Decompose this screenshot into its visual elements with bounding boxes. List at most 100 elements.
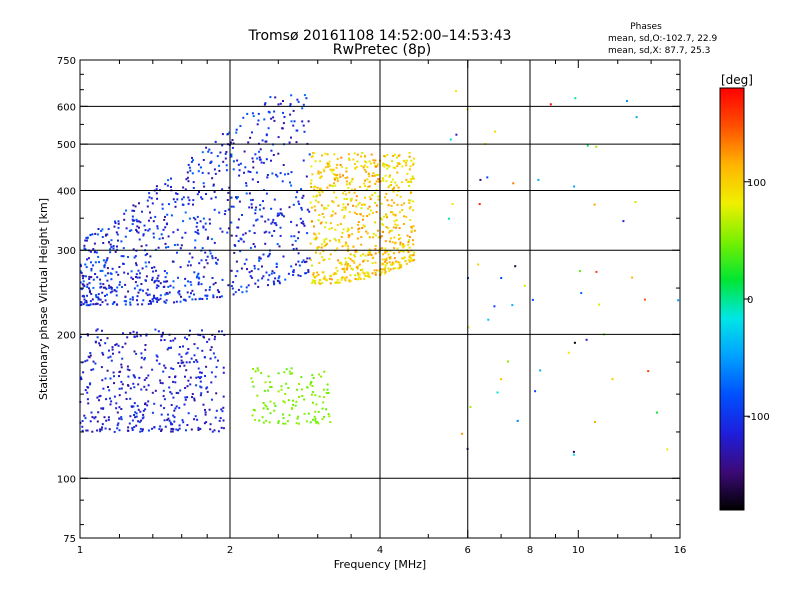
scatter-point <box>206 237 209 240</box>
scatter-point <box>351 188 354 191</box>
scatter-point <box>177 429 179 432</box>
scatter-point <box>275 173 278 176</box>
scatter-point <box>323 170 326 173</box>
scatter-point <box>330 278 333 281</box>
scatter-point <box>270 159 272 162</box>
scatter-point <box>271 234 274 237</box>
scatter-point <box>115 290 118 293</box>
scatter-point <box>267 110 270 113</box>
scatter-point <box>314 160 317 163</box>
scatter-point <box>333 153 336 156</box>
scatter-point <box>248 230 251 233</box>
scatter-point <box>273 110 276 113</box>
scatter-point <box>251 131 253 134</box>
scatter-point <box>303 94 306 97</box>
scatter-point <box>83 298 86 301</box>
scatter-point <box>288 141 291 144</box>
scatter-point <box>363 154 366 157</box>
scatter-point <box>214 335 216 338</box>
scatter-point <box>486 176 489 179</box>
scatter-point <box>101 423 104 426</box>
scatter-point <box>290 265 293 268</box>
scatter-point <box>329 222 332 225</box>
scatter-point <box>178 424 181 427</box>
scatter-point <box>86 294 88 297</box>
scatter-point <box>265 405 268 408</box>
scatter-point <box>218 419 221 422</box>
scatter-point <box>151 276 154 279</box>
scatter-point <box>139 334 142 337</box>
scatter-point <box>87 334 89 337</box>
scatter-point <box>346 266 349 269</box>
scatter-point <box>359 278 362 280</box>
scatter-point <box>117 220 120 223</box>
scatter-point <box>215 366 218 369</box>
scatter-point <box>226 231 229 234</box>
scatter-point <box>374 272 377 274</box>
scatter-point <box>118 351 121 354</box>
scatter-point <box>81 425 84 428</box>
scatter-point <box>124 283 127 286</box>
scatter-point <box>172 339 175 342</box>
scatter-point <box>396 261 399 264</box>
scatter-point <box>245 286 248 289</box>
scatter-point <box>125 300 128 303</box>
scatter-point <box>105 287 108 290</box>
scatter-point <box>273 230 276 232</box>
scatter-point <box>408 151 411 154</box>
scatter-point <box>353 152 356 155</box>
scatter-point <box>99 428 101 431</box>
scatter-point <box>250 270 253 273</box>
scatter-point <box>89 383 91 386</box>
scatter-point <box>151 202 154 205</box>
scatter-point <box>243 150 246 153</box>
scatter-point <box>190 428 193 431</box>
scatter-point <box>201 298 204 300</box>
scatter-point <box>236 270 239 273</box>
scatter-point <box>314 418 317 420</box>
scatter-point <box>377 178 380 180</box>
scatter-point <box>400 204 403 207</box>
scatter-point <box>132 204 135 207</box>
scatter-point <box>247 170 250 173</box>
scatter-point <box>123 218 126 221</box>
scatter-point <box>203 185 206 188</box>
scatter-point <box>406 181 409 183</box>
scatter-point <box>115 271 118 274</box>
scatter-point <box>373 162 376 164</box>
scatter-point <box>341 245 344 248</box>
scatter-point <box>202 226 205 229</box>
scatter-point <box>355 195 358 198</box>
scatter-point <box>116 411 119 414</box>
scatter-point <box>259 148 262 151</box>
scatter-point <box>282 255 285 258</box>
scatter-point <box>201 349 204 352</box>
scatter-point <box>258 256 261 259</box>
scatter-point <box>122 263 125 265</box>
scatter-point <box>116 245 118 248</box>
scatter-point <box>384 240 387 243</box>
scatter-point <box>407 251 410 254</box>
scatter-point <box>263 389 266 392</box>
scatter-point <box>388 174 391 177</box>
scatter-point <box>167 246 170 248</box>
scatter-point <box>308 153 311 156</box>
scatter-point <box>149 255 152 258</box>
scatter-point <box>171 430 174 433</box>
scatter-point <box>382 162 385 165</box>
scatter-point <box>182 298 185 301</box>
scatter-point <box>404 260 407 263</box>
scatter-point <box>138 202 140 205</box>
scatter-point <box>115 402 118 405</box>
scatter-point <box>413 258 415 261</box>
scatter-point <box>374 165 377 168</box>
scatter-point <box>172 280 175 283</box>
scatter-point <box>394 242 397 245</box>
scatter-point <box>219 151 222 154</box>
scatter-point <box>104 299 107 302</box>
scatter-point <box>123 271 126 274</box>
scatter-point <box>412 243 415 246</box>
scatter-point <box>105 259 108 262</box>
scatter-point <box>351 233 354 236</box>
scatter-point <box>338 241 341 244</box>
